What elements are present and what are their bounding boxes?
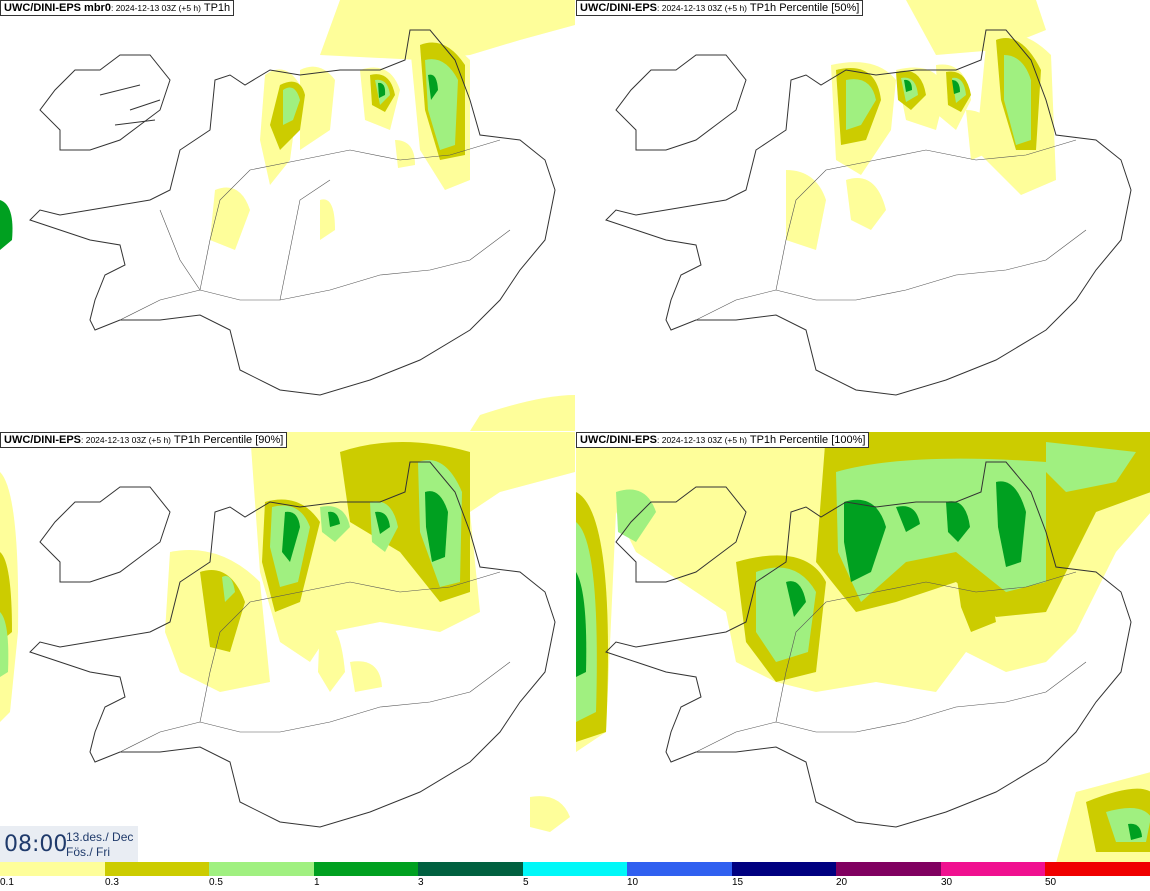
legend-tick-label: 15: [732, 877, 744, 888]
legend-tick-label: 20: [836, 877, 848, 888]
panel-run: : 2024-12-13 03Z (+5 h): [110, 3, 201, 13]
legend-swatch: [418, 862, 523, 876]
panel-model: UWC/DINI-EPS mbr0: [4, 2, 111, 14]
valid-weekday: Fös./ Fri: [66, 845, 110, 859]
precip-map-p100: [576, 432, 1150, 863]
legend-swatch: [209, 862, 314, 876]
panel-param: TP1h Percentile [100%]: [749, 434, 866, 446]
legend-swatch: [104, 862, 210, 876]
legend-swatch: [313, 862, 419, 876]
valid-date: 13.des./ Dec: [66, 830, 134, 844]
legend-swatch: [731, 862, 837, 876]
legend-colorbar: [0, 862, 1150, 876]
legend-tick-label: 3: [418, 877, 424, 888]
precip-map-p50: [605, 0, 1132, 396]
valid-time-box: 08:00 13.des./ Dec Fös./ Fri: [0, 826, 138, 862]
precip-map-p90: [0, 432, 575, 832]
panel-param: TP1h Percentile [50%]: [749, 2, 860, 14]
road-network: [695, 571, 1087, 753]
map-panel-p90: UWC/DINI-EPS: 2024-12-13 03Z (+5 h) TP1h…: [0, 432, 575, 863]
legend-swatch: [627, 862, 732, 876]
legend-tick-label: 0.1: [0, 877, 14, 888]
panel-param: TP1h Percentile [90%]: [173, 434, 284, 446]
legend-swatch: [1045, 862, 1150, 876]
panel-param: TP1h: [203, 2, 231, 14]
panel-title-p50: UWC/DINI-EPS: 2024-12-13 03Z (+5 h) TP1h…: [576, 0, 864, 16]
legend-tick-label: 30: [941, 877, 953, 888]
panel-run: : 2024-12-13 03Z (+5 h): [81, 435, 172, 445]
panel-title-p90: UWC/DINI-EPS: 2024-12-13 03Z (+5 h) TP1h…: [0, 432, 288, 448]
road-network: [119, 139, 511, 321]
legend-tick-label: 10: [627, 877, 639, 888]
precip-shading: [576, 432, 1150, 863]
legend-tick-label: 0.5: [209, 877, 223, 888]
road-network: [119, 571, 511, 753]
coastline: [29, 461, 556, 828]
panel-model: UWC/DINI-EPS: [4, 434, 81, 446]
valid-time: 08:00: [4, 832, 68, 857]
road-network: [695, 139, 1087, 321]
coastline: [605, 29, 1132, 396]
legend-tick-label: 50: [1045, 877, 1057, 888]
legend-swatch: [940, 862, 1046, 876]
coastline: [605, 461, 1132, 828]
panel-model: UWC/DINI-EPS: [580, 434, 657, 446]
map-panel-mbr0: UWC/DINI-EPS mbr0: 2024-12-13 03Z (+5 h)…: [0, 0, 575, 431]
precip-shading: [0, 432, 575, 832]
panel-run: : 2024-12-13 03Z (+5 h): [657, 435, 748, 445]
legend-swatch: [836, 862, 941, 876]
legend-tick-label: 0.3: [105, 877, 119, 888]
panel-model: UWC/DINI-EPS: [580, 2, 657, 14]
legend-tick-label: 1: [314, 877, 320, 888]
map-panel-p50: UWC/DINI-EPS: 2024-12-13 03Z (+5 h) TP1h…: [576, 0, 1150, 431]
legend-swatch: [0, 862, 105, 876]
legend-tick-label: 5: [523, 877, 529, 888]
map-panel-p100: UWC/DINI-EPS: 2024-12-13 03Z (+5 h) TP1h…: [576, 432, 1150, 863]
precip-map-mbr0: [0, 0, 575, 431]
precip-shading: [0, 0, 575, 431]
panel-title-mbr0: UWC/DINI-EPS mbr0: 2024-12-13 03Z (+5 h)…: [0, 0, 235, 16]
precip-shading: [786, 0, 1056, 250]
legend-swatch: [522, 862, 628, 876]
panel-run: : 2024-12-13 03Z (+5 h): [657, 3, 748, 13]
panel-title-p100: UWC/DINI-EPS: 2024-12-13 03Z (+5 h) TP1h…: [576, 432, 870, 448]
precip-legend: 0.1 0.3 0.5 1 3 5 10 15 20 30 50: [0, 862, 1150, 891]
coastline: [29, 29, 556, 396]
